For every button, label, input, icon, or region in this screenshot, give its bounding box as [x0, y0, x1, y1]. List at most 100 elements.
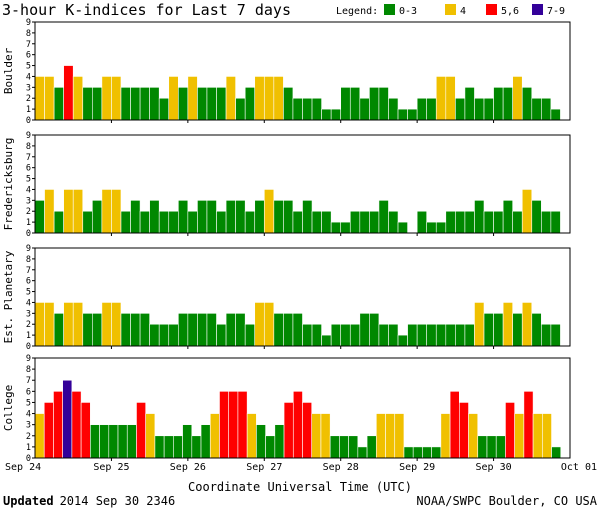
bar-0-38 — [397, 108, 408, 121]
bar-3-49 — [486, 435, 497, 459]
bar-0-19 — [216, 87, 227, 121]
bar-0-15 — [178, 87, 189, 121]
x-tick-label-3: Sep 27 — [246, 462, 282, 473]
bar-3-4 — [71, 391, 82, 459]
bar-2-33 — [349, 323, 361, 347]
bar-0-51 — [521, 87, 533, 121]
bar-1-41 — [426, 221, 437, 234]
bar-1-11 — [139, 210, 150, 234]
bar-2-9 — [120, 313, 131, 347]
bar-0-39 — [407, 108, 418, 121]
bar-0-4 — [72, 76, 84, 121]
bar-3-25 — [265, 435, 276, 459]
bar-2-24 — [263, 302, 275, 347]
bar-2-23 — [254, 302, 265, 347]
bar-3-10 — [126, 424, 137, 459]
bar-2-18 — [206, 313, 217, 347]
bar-2-2 — [53, 313, 64, 347]
legend-swatch-1 — [445, 4, 456, 15]
ytick-label-1-4: 4 — [26, 185, 31, 195]
bar-0-21 — [235, 97, 246, 121]
bar-1-7 — [101, 189, 112, 234]
bar-1-43 — [445, 210, 456, 234]
bar-1-3 — [63, 189, 74, 234]
bar-3-56 — [551, 446, 562, 459]
ytick-label-3-8: 8 — [26, 365, 31, 375]
bar-3-55 — [542, 413, 552, 459]
bar-0-11 — [139, 87, 150, 121]
bar-3-27 — [283, 402, 294, 459]
bar-3-21 — [228, 391, 239, 459]
x-tick-label-6: Sep 30 — [476, 462, 512, 473]
bar-0-31 — [330, 108, 342, 121]
ytick-label-1-7: 7 — [26, 153, 31, 163]
ytick-label-0-5: 5 — [26, 62, 31, 72]
footer-updated-label: Updated — [3, 494, 54, 508]
bar-1-17 — [197, 200, 208, 234]
bar-3-20 — [219, 391, 229, 459]
ytick-label-1-0: 0 — [26, 229, 31, 239]
bar-0-14 — [168, 76, 179, 121]
bar-2-20 — [225, 313, 236, 347]
panel-label-3: College — [2, 385, 15, 431]
bar-0-9 — [120, 87, 131, 121]
bar-0-17 — [197, 87, 208, 121]
bar-3-43 — [431, 446, 442, 459]
bar-1-44 — [455, 210, 466, 234]
bar-3-13 — [154, 435, 165, 459]
bar-2-54 — [550, 323, 561, 347]
x-tick-label-2: Sep 26 — [170, 462, 206, 473]
panel-label-0: Boulder — [2, 47, 15, 94]
bar-2-50 — [512, 313, 523, 347]
bar-2-10 — [130, 313, 141, 347]
bar-0-50 — [512, 76, 523, 121]
bar-2-37 — [388, 323, 399, 347]
bar-0-16 — [187, 76, 198, 121]
bar-0-48 — [493, 87, 504, 121]
bar-3-15 — [173, 435, 183, 459]
bar-1-10 — [130, 200, 141, 234]
ytick-label-2-0: 0 — [26, 342, 31, 352]
bar-0-3 — [63, 65, 74, 121]
bar-3-33 — [339, 435, 349, 459]
bar-3-0 — [34, 413, 45, 459]
bar-1-8 — [111, 189, 122, 234]
ytick-label-3-4: 4 — [26, 410, 31, 420]
bar-2-13 — [158, 323, 170, 347]
x-tick-label-7: Oct 01 — [561, 462, 597, 473]
bar-0-52 — [531, 97, 542, 121]
bar-0-28 — [302, 97, 313, 121]
bar-3-6 — [90, 424, 100, 459]
x-tick-label-1: Sep 25 — [93, 462, 129, 473]
ytick-label-3-0: 0 — [26, 454, 31, 464]
bar-2-22 — [244, 323, 256, 347]
bar-2-49 — [502, 302, 513, 347]
ytick-label-2-7: 7 — [26, 266, 31, 276]
bar-3-46 — [459, 402, 469, 459]
bar-0-30 — [321, 108, 332, 121]
bar-2-46 — [474, 302, 485, 347]
ytick-label-2-9: 9 — [26, 244, 31, 254]
bar-1-15 — [178, 200, 189, 234]
bar-3-14 — [163, 435, 174, 459]
legend-swatch-0 — [384, 4, 395, 15]
bar-0-10 — [130, 87, 141, 121]
legend-title: Legend: — [336, 6, 378, 17]
ytick-label-1-8: 8 — [26, 142, 31, 152]
bar-2-15 — [178, 313, 189, 347]
bar-3-37 — [375, 413, 386, 459]
bar-3-17 — [191, 435, 202, 459]
bar-0-6 — [92, 87, 103, 121]
bar-0-0 — [34, 76, 45, 121]
bar-0-26 — [283, 87, 294, 121]
ytick-label-3-7: 7 — [26, 376, 31, 386]
bar-3-44 — [440, 413, 451, 459]
bar-2-17 — [197, 313, 208, 347]
bar-1-27 — [292, 210, 303, 234]
bar-3-35 — [357, 446, 368, 459]
bar-3-8 — [108, 424, 119, 459]
bar-3-51 — [505, 402, 515, 459]
bar-2-5 — [82, 313, 93, 347]
